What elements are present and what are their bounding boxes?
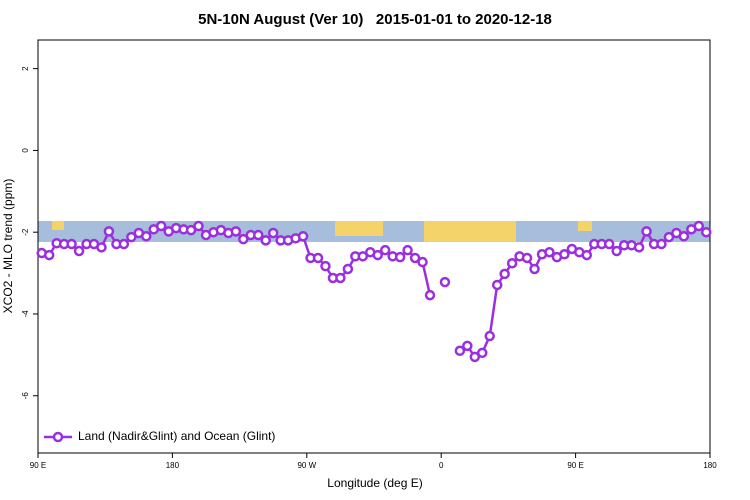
data-point [267, 227, 279, 239]
data-point [484, 330, 495, 342]
x-tick-label: 0 [439, 461, 444, 470]
data-point [462, 340, 473, 352]
data-point [335, 272, 346, 284]
data-point [424, 289, 436, 301]
y-tick-label: 0 [21, 148, 30, 153]
data-point [559, 249, 570, 260]
plot-frame [37, 39, 711, 454]
data-point [454, 345, 466, 357]
y-tick-label: -2 [21, 228, 30, 236]
data-point [43, 249, 55, 261]
y-tick-label: 2 [21, 66, 30, 71]
data-point [611, 245, 622, 257]
data-point [394, 251, 406, 263]
data-point [663, 231, 675, 243]
data-point [238, 233, 249, 245]
data-point [73, 245, 85, 257]
data-point [312, 252, 324, 264]
data-point [506, 258, 518, 269]
data-point [491, 279, 503, 291]
data-point [521, 252, 533, 264]
data-point [320, 260, 331, 272]
data-point [417, 256, 428, 268]
data-point [297, 231, 309, 242]
data-point [544, 246, 555, 258]
data-point [633, 242, 645, 253]
data-point [253, 229, 264, 241]
data-point [439, 276, 451, 288]
data-point [260, 235, 271, 246]
x-tick-label: 180 [703, 461, 717, 470]
data-point [499, 268, 510, 280]
data-point [103, 226, 115, 237]
data-point [379, 244, 391, 256]
data-point [118, 238, 130, 250]
series-line [459, 224, 708, 359]
data-point [529, 263, 540, 275]
data-point [342, 263, 354, 275]
data-point [185, 224, 197, 236]
x-tick-label: 90 W [297, 461, 316, 470]
data-point [230, 226, 242, 237]
x-tick-label: 180 [166, 461, 180, 470]
data-point [678, 231, 690, 242]
y-tick-label: -4 [21, 310, 30, 318]
data-point [193, 220, 204, 232]
legend-label: Land (Nadir&Glint) and Ocean (Glint) [78, 429, 275, 443]
data-point [603, 238, 615, 250]
data-point [141, 231, 152, 242]
y-axis-label: XCO2 - MLO trend (ppm) [1, 179, 15, 314]
y-tick-label: -6 [21, 392, 30, 400]
data-point [469, 351, 481, 363]
legend-marker [52, 431, 64, 443]
data-point [66, 238, 77, 250]
data-point [96, 242, 107, 253]
data-point [477, 347, 488, 359]
data-point [409, 252, 421, 264]
data-point [656, 238, 667, 250]
x-tick-label: 90 E [567, 461, 583, 470]
data-point [126, 231, 137, 243]
data-point [701, 226, 712, 238]
data-point [357, 251, 369, 262]
data-point [155, 220, 167, 232]
data-point [641, 226, 652, 237]
chart-title: 5N-10N August (Ver 10) 2015-01-01 to 202… [198, 11, 552, 28]
x-tick-label: 90 E [30, 461, 46, 470]
x-axis-label: Longitude (deg E) [327, 476, 422, 490]
data-point [402, 244, 413, 256]
data-point [693, 220, 705, 232]
data-point [372, 249, 383, 261]
data-point [581, 249, 593, 261]
